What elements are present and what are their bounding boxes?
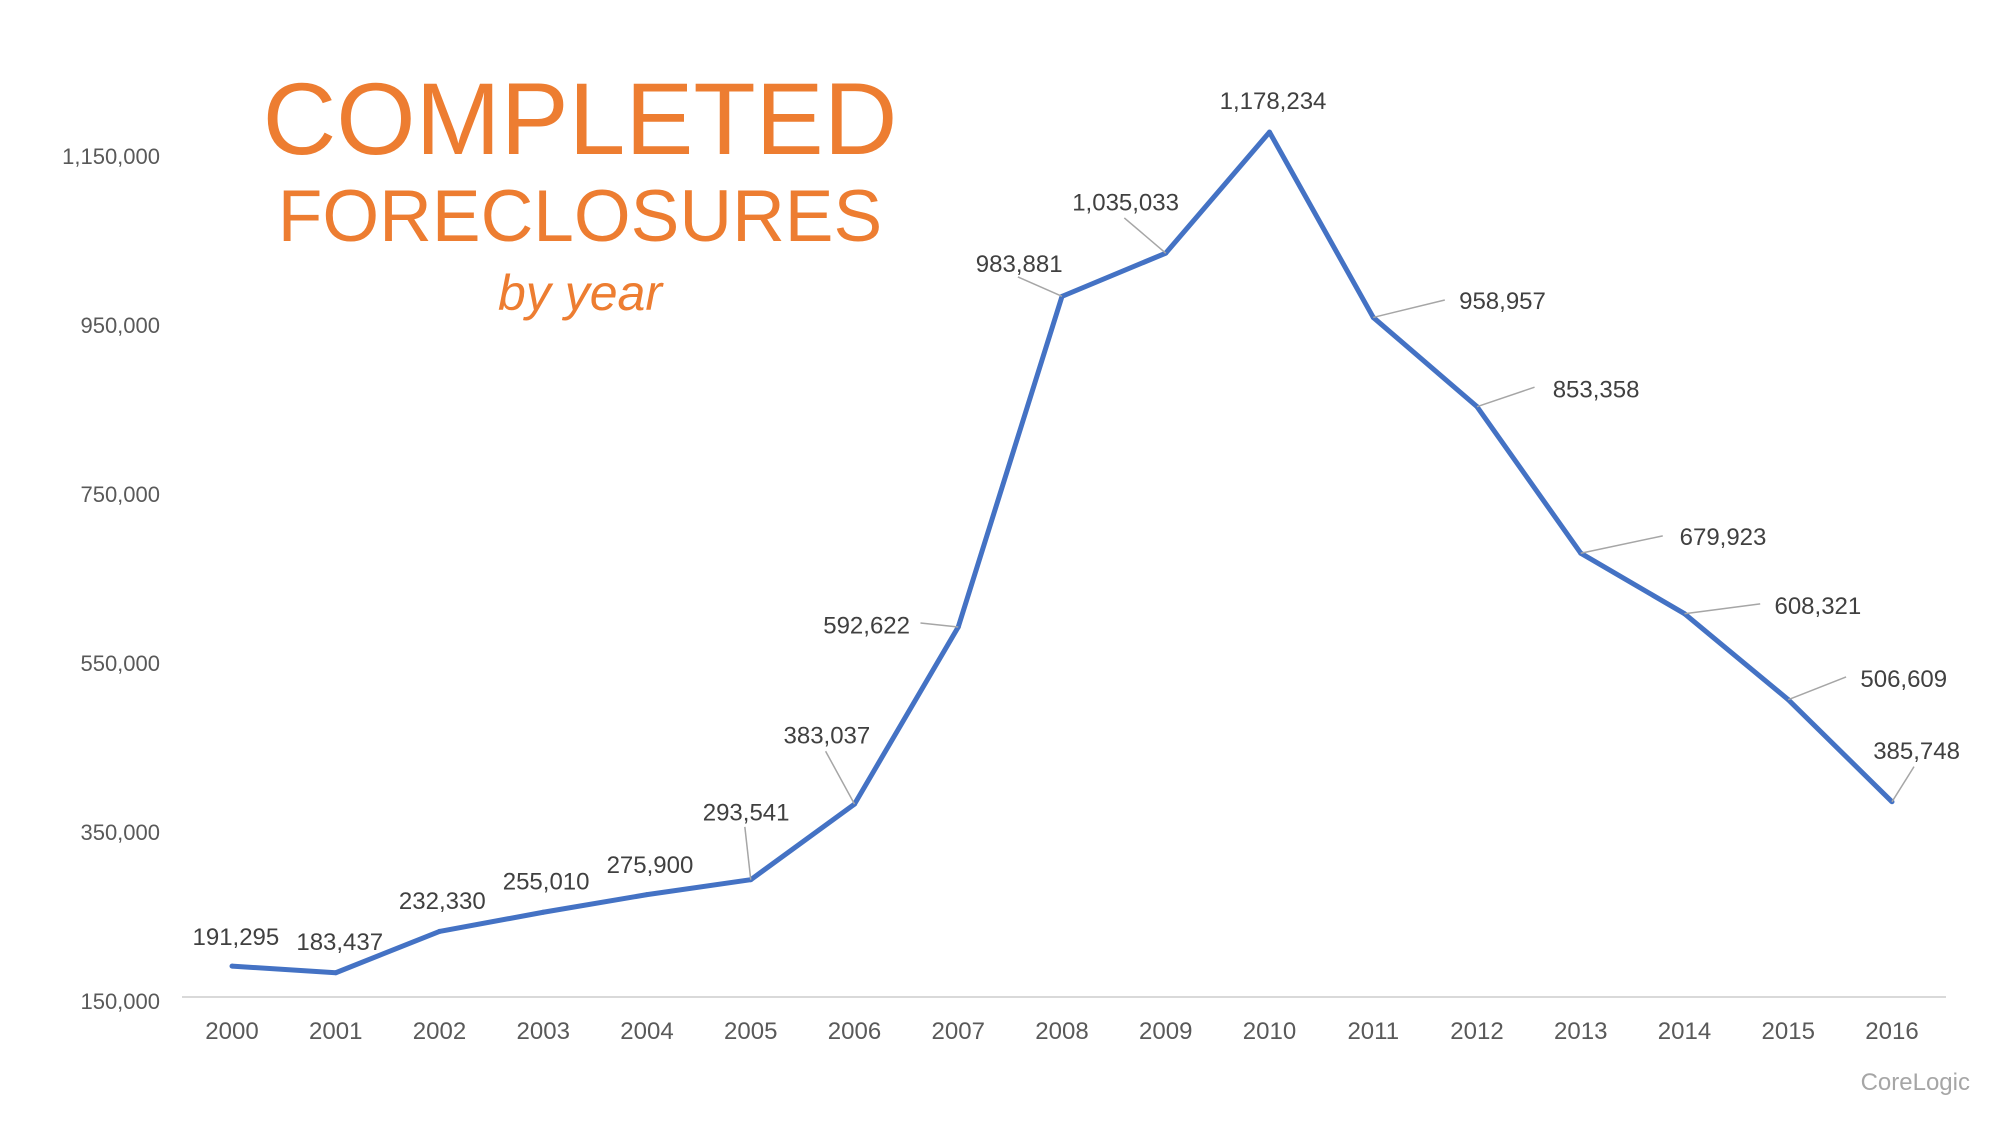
data-point (540, 909, 546, 915)
x-tick-label: 2012 (1450, 1018, 1503, 1045)
chart-subtitle: FORECLOSURES (277, 176, 883, 257)
data-label: 1,035,033 (1072, 189, 1179, 216)
leader-line (1476, 386, 1535, 408)
x-tick-label: 2000 (205, 1018, 258, 1045)
data-label: 232,330 (399, 888, 486, 915)
x-tick-label: 2016 (1865, 1018, 1918, 1045)
x-tick-label: 2009 (1139, 1018, 1192, 1045)
data-label: 275,900 (607, 852, 694, 879)
data-label: 853,358 (1553, 376, 1640, 403)
leader-line (1891, 766, 1915, 803)
data-label: 608,321 (1774, 593, 1861, 620)
leader-line (1787, 676, 1847, 701)
data-label: 983,881 (976, 251, 1063, 278)
data-label: 1,178,234 (1220, 88, 1327, 115)
chart-subtitle-by-year: by year (498, 265, 662, 321)
data-label: 679,923 (1680, 524, 1767, 551)
leader-line (1017, 276, 1063, 298)
data-point (437, 928, 442, 934)
data-point (229, 963, 235, 969)
x-tick-label: 2002 (413, 1018, 466, 1045)
x-tick-label: 2013 (1554, 1018, 1607, 1045)
x-tick-label: 2014 (1658, 1018, 1711, 1045)
data-label: 506,609 (1860, 666, 1947, 693)
y-tick-label: 350,000 (80, 820, 160, 845)
data-point (1267, 129, 1272, 135)
data-label: 255,010 (503, 869, 590, 896)
leader-line (1684, 603, 1761, 615)
leader-line (824, 750, 856, 805)
data-label: 383,037 (784, 723, 871, 750)
x-tick-label: 2015 (1762, 1018, 1815, 1045)
data-label: 385,748 (1873, 738, 1960, 765)
x-tick-label: 2010 (1243, 1018, 1296, 1045)
x-tick-label: 2008 (1035, 1018, 1088, 1045)
x-tick-label: 2007 (932, 1018, 985, 1045)
data-point (333, 970, 339, 976)
leader-line (744, 826, 752, 880)
data-label: 293,541 (703, 800, 790, 827)
data-label: 183,437 (296, 929, 383, 956)
y-tick-label: 150,000 (80, 989, 160, 1014)
data-label: 191,295 (193, 924, 280, 951)
y-tick-label: 750,000 (80, 482, 160, 507)
x-tick-label: 2003 (517, 1018, 570, 1045)
y-tick-label: 950,000 (80, 313, 160, 338)
leader-line (1123, 217, 1167, 254)
leader-line (920, 622, 959, 628)
chart-title: COMPLETED (262, 62, 898, 176)
x-tick-label: 2005 (724, 1018, 777, 1045)
leader-line (1580, 535, 1663, 554)
x-tick-label: 2011 (1347, 1018, 1399, 1045)
x-tick-label: 2001 (309, 1018, 362, 1045)
data-label: 592,622 (823, 612, 910, 639)
x-tick-label: 2004 (620, 1018, 673, 1045)
source-label: CoreLogic (1860, 1069, 1970, 1096)
data-point (644, 892, 650, 898)
data-label: 958,957 (1459, 288, 1546, 315)
leader-line (1373, 299, 1445, 319)
x-tick-label: 2006 (828, 1018, 881, 1045)
y-tick-label: 550,000 (80, 651, 160, 676)
y-tick-label: 1,150,000 (62, 144, 160, 169)
